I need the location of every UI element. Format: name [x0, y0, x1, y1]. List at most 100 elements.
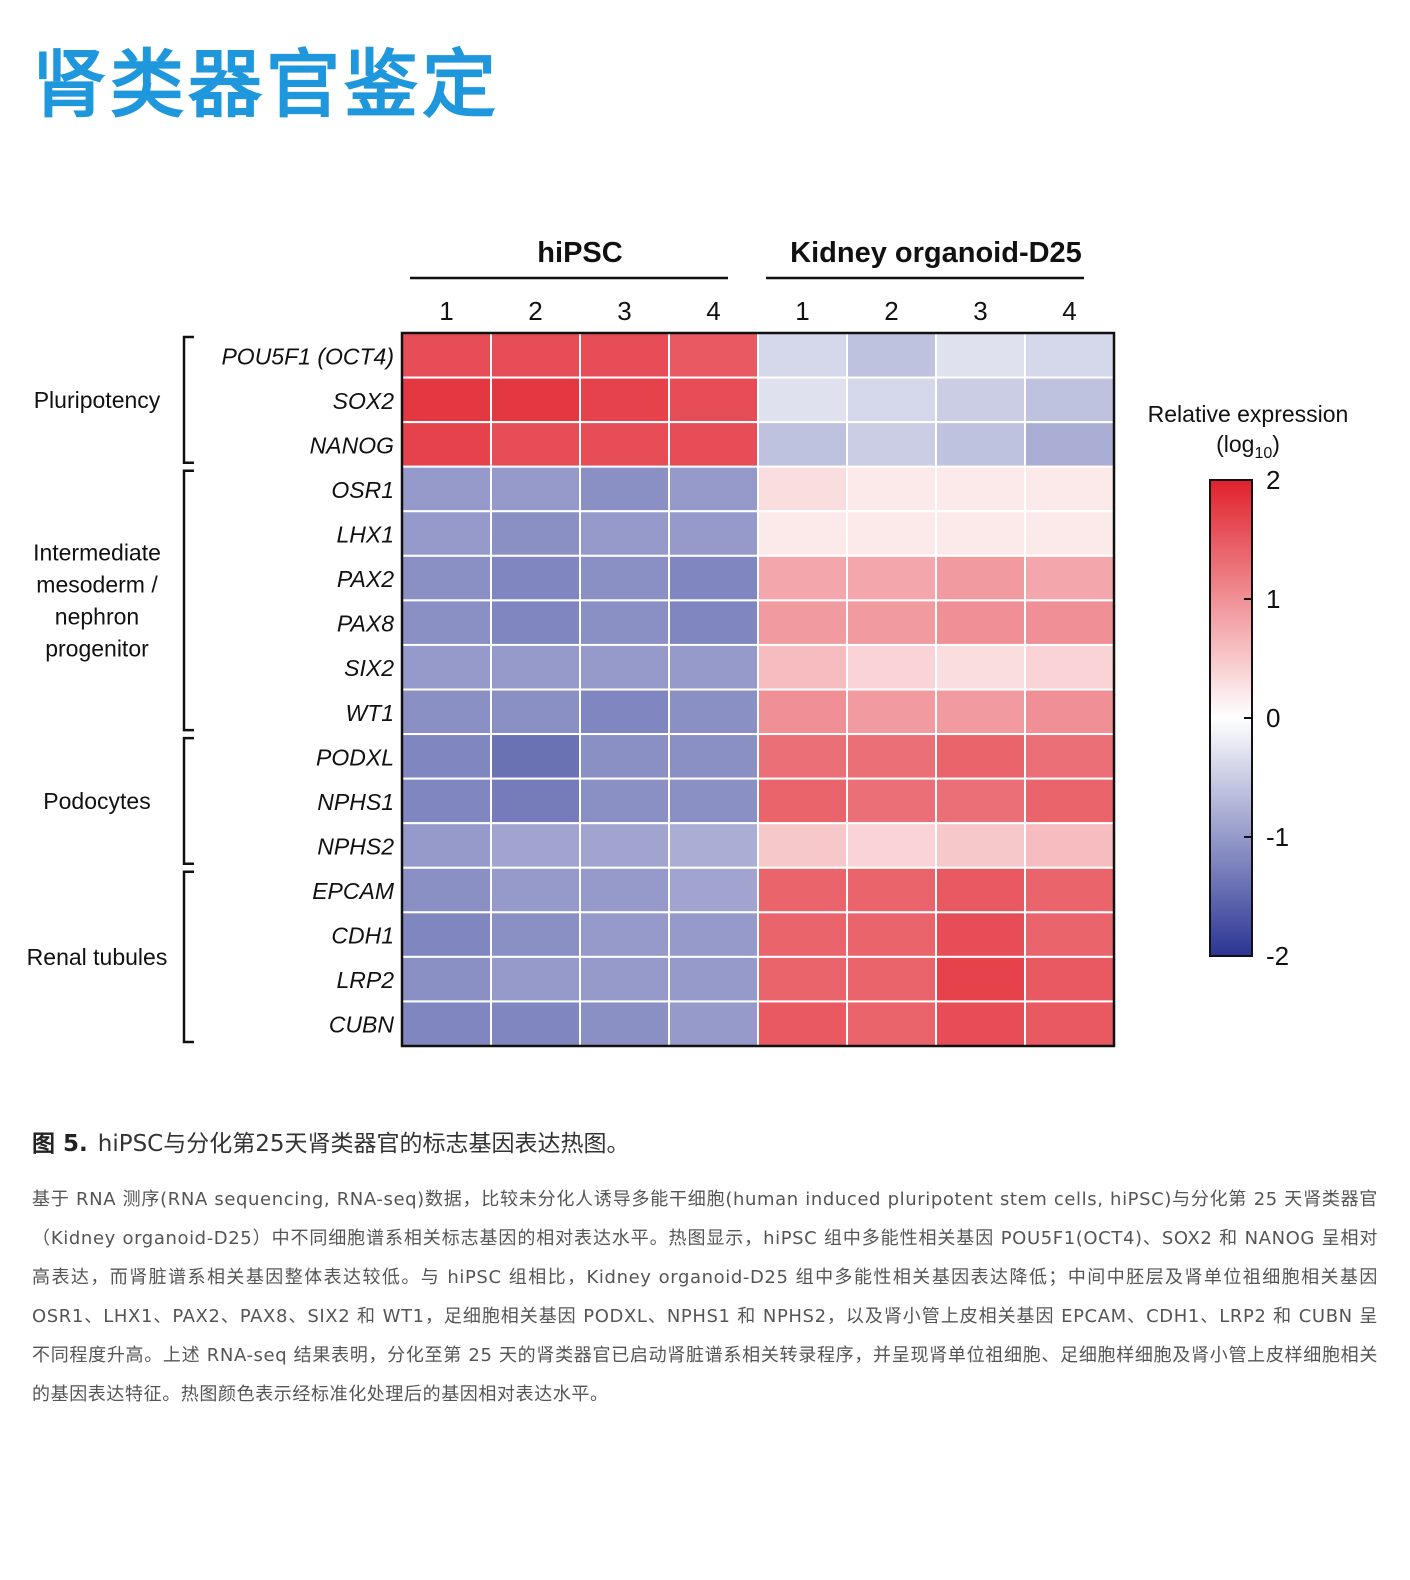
- heatmap-cell: [935, 599, 1026, 646]
- heatmap-cell: [668, 955, 759, 1003]
- heatmap-cell: [401, 554, 492, 602]
- row-group-bracket: [182, 870, 194, 1044]
- heatmap-cell: [757, 955, 848, 1003]
- heatmap-cell: [490, 510, 581, 557]
- row-group-label: Renal tubules: [27, 944, 168, 970]
- heatmap-cell: [935, 822, 1026, 869]
- heatmap-cell: [668, 866, 759, 914]
- heatmap-cell: [668, 510, 759, 557]
- column-label: 4: [1062, 296, 1076, 326]
- heatmap-cell: [401, 955, 492, 1003]
- heatmap-cell: [490, 599, 581, 646]
- column-label: 3: [617, 296, 631, 326]
- column-label: 2: [884, 296, 898, 326]
- row-group-label: Intermediate: [33, 539, 161, 565]
- page-title: 肾类器官鉴定: [32, 42, 500, 128]
- row-label: POU5F1 (OCT4): [221, 343, 394, 369]
- colorbar-tick-label: -2: [1266, 941, 1289, 971]
- heatmap-cell: [1024, 688, 1115, 736]
- heatmap-cell: [579, 955, 670, 1003]
- heatmap-cell: [846, 421, 937, 468]
- heatmap-cell: [757, 465, 848, 513]
- heatmap-cell: [1024, 376, 1115, 424]
- heatmap-cell: [401, 1000, 492, 1047]
- row-group-label: Podocytes: [43, 788, 150, 814]
- colorbar-unit-text: (log: [1216, 431, 1254, 457]
- heatmap-cell: [1024, 643, 1115, 691]
- heatmap-cell: [401, 643, 492, 691]
- heatmap-cell: [490, 688, 581, 736]
- heatmap-cell: [846, 599, 937, 646]
- colorbar-tick-label: -1: [1266, 822, 1289, 852]
- caption-body: 基于 RNA 测序(RNA sequencing, RNA-seq)数据，比较未…: [32, 1189, 1378, 1406]
- heatmap-cell: [668, 911, 759, 958]
- row-label: EPCAM: [312, 878, 395, 904]
- row-label: NPHS2: [317, 833, 394, 859]
- colorbar-title: Relative expression: [1148, 401, 1349, 427]
- heatmap-cell: [935, 911, 1026, 958]
- heatmap-cell: [490, 554, 581, 602]
- heatmap-cell: [846, 376, 937, 424]
- heatmap-cell: [757, 777, 848, 825]
- row-label: NANOG: [310, 432, 394, 458]
- heatmap-figure: hiPSC 1 2 3 4 Kidney organoid-D25 1 2 3 4 POU5F1 (…: [0, 220, 1410, 1080]
- row-label: LRP2: [336, 967, 394, 993]
- heatmap-cell: [668, 822, 759, 869]
- colorbar-tick-label: 0: [1266, 703, 1280, 733]
- heatmap-cell: [668, 733, 759, 780]
- heatmap-cell: [846, 955, 937, 1003]
- heatmap-cell: [846, 643, 937, 691]
- caption-title-line: 图 5. hiPSC与分化第25天肾类器官的标志基因表达热图。: [32, 1128, 1378, 1160]
- heatmap-cell: [579, 777, 670, 825]
- heatmap-cell: [846, 866, 937, 914]
- heatmap-cell: [490, 1000, 581, 1047]
- heatmap-cell: [757, 554, 848, 602]
- column-label: 3: [973, 296, 987, 326]
- heatmap-cell: [757, 376, 848, 424]
- heatmap-cell: [757, 332, 848, 379]
- heatmap-cell: [935, 866, 1026, 914]
- heatmap-cell: [935, 510, 1026, 557]
- heatmap-cell: [490, 822, 581, 869]
- heatmap-cell: [668, 599, 759, 646]
- heatmap-cell: [1024, 510, 1115, 557]
- heatmap-cell: [579, 733, 670, 780]
- figure-label: 图 5.: [32, 1131, 88, 1157]
- heatmap-cell: [846, 510, 937, 557]
- heatmap-cell: [401, 465, 492, 513]
- heatmap-cell: [935, 643, 1026, 691]
- row-group-label: progenitor: [45, 635, 149, 661]
- heatmap-cell: [757, 911, 848, 958]
- heatmap-cell: [579, 866, 670, 914]
- heatmap-cell: [1024, 465, 1115, 513]
- row-label: SOX2: [333, 388, 395, 414]
- heatmap-cell: [757, 733, 848, 780]
- heatmap-cell: [935, 421, 1026, 468]
- column-label: 1: [439, 296, 453, 326]
- colorbar-tick-label: 2: [1266, 465, 1280, 495]
- heatmap-cell: [490, 332, 581, 379]
- row-label: SIX2: [344, 655, 394, 681]
- row-label: NPHS1: [317, 789, 394, 815]
- heatmap-cell: [579, 1000, 670, 1047]
- heatmap-cell: [668, 376, 759, 424]
- heatmap-border: [400, 331, 1116, 1048]
- heatmap-cell: [757, 688, 848, 736]
- heatmap-cell: [668, 465, 759, 513]
- heatmap-cell: [1024, 421, 1115, 468]
- heatmap-cell: [757, 1000, 848, 1047]
- figure-caption: 图 5. hiPSC与分化第25天肾类器官的标志基因表达热图。 基于 RNA 测序…: [32, 1128, 1378, 1414]
- heatmap-cell: [757, 599, 848, 646]
- heatmap-cell: [401, 866, 492, 914]
- row-label: CDH1: [331, 923, 394, 949]
- heatmap-cell: [401, 599, 492, 646]
- heatmap-cell: [490, 733, 581, 780]
- heatmap-cell: [401, 510, 492, 557]
- heatmap-cell: [1024, 1000, 1115, 1047]
- heatmap-cell: [1024, 733, 1115, 780]
- heatmap-cell: [579, 554, 670, 602]
- heatmap-cell: [401, 911, 492, 958]
- heatmap-cell: [579, 510, 670, 557]
- heatmap-cell: [579, 332, 670, 379]
- heatmap-cell: [757, 866, 848, 914]
